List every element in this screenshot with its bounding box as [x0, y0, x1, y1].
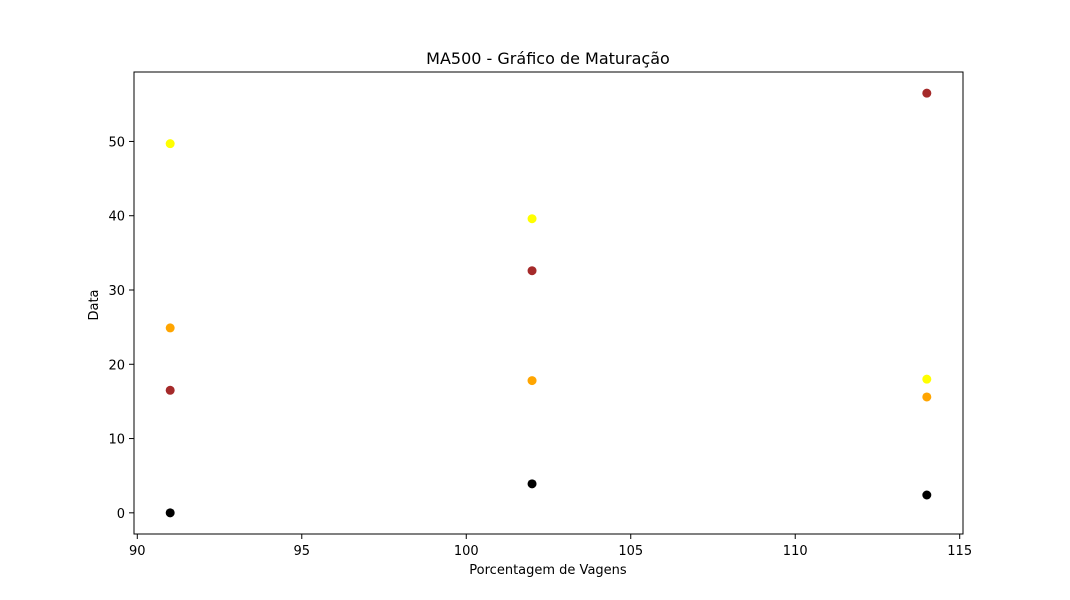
x-tick-label: 90: [129, 544, 146, 559]
x-axis-label: Porcentagem de Vagens: [469, 563, 627, 578]
y-tick-label: 40: [108, 210, 125, 225]
scatter-point: [922, 374, 932, 384]
scatter-point: [165, 508, 175, 518]
y-axis: 0 10 20 30 40 50: [108, 135, 134, 522]
x-tick-label: 115: [947, 544, 972, 559]
scatter-point: [165, 385, 175, 395]
chart-title: MA500 - Gráfico de Maturação: [426, 49, 670, 68]
scatter-point: [922, 88, 932, 98]
x-axis: 90 95 100 105 110 115: [129, 534, 972, 559]
scatter-point: [165, 139, 175, 149]
scatter-point: [527, 376, 537, 386]
scatter-point: [527, 214, 537, 224]
y-tick-label: 0: [117, 507, 125, 522]
y-axis-label: Data: [87, 289, 102, 320]
x-tick-label: 105: [618, 544, 643, 559]
x-tick-label: 100: [454, 544, 479, 559]
scatter-points: [165, 88, 932, 518]
scatter-point: [527, 479, 537, 489]
y-tick-label: 10: [108, 433, 125, 448]
plot-frame: [133, 71, 964, 535]
scatter-point: [165, 323, 175, 333]
scatter-point: [922, 490, 932, 500]
x-tick-label: 95: [294, 544, 311, 559]
x-tick-label: 110: [783, 544, 808, 559]
y-tick-label: 30: [108, 284, 125, 299]
scatter-point: [922, 392, 932, 402]
y-tick-label: 50: [108, 135, 125, 150]
plot-area: [133, 71, 964, 535]
scatter-point: [527, 266, 537, 276]
y-tick-label: 20: [108, 358, 125, 373]
